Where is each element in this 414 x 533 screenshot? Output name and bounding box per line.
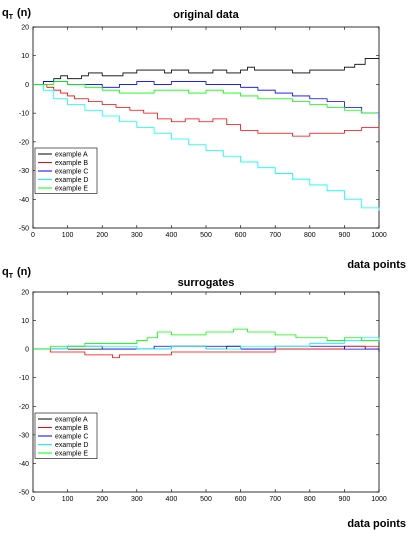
x-tick-label: 1000 <box>371 232 387 239</box>
chart-original: original data qT (n) data points 20100-10… <box>2 7 406 271</box>
x-tick-label: 1000 <box>371 496 387 503</box>
y-tick-label: -20 <box>19 404 29 411</box>
y-axis-label-surrogates: qT (n) <box>2 266 31 280</box>
x-tick-label: 900 <box>339 496 351 503</box>
x-axis-label-surrogates: data points <box>347 518 406 530</box>
x-tick-label: 300 <box>131 496 143 503</box>
legend-entry: example B <box>55 160 88 167</box>
legend-entry: example B <box>55 425 88 432</box>
x-tick-label: 100 <box>62 232 74 239</box>
y-tick-label: 10 <box>21 318 29 325</box>
series-line-example-d <box>33 337 380 350</box>
x-tick-label: 400 <box>166 496 178 503</box>
y-tick-label: 20 <box>21 290 29 297</box>
x-tick-label: 900 <box>339 232 351 239</box>
chart-title-surrogates: surrogates <box>178 277 235 289</box>
x-tick-label: 700 <box>269 496 281 503</box>
y-tick-label: -40 <box>19 197 29 204</box>
x-tick-label: 800 <box>304 496 316 503</box>
y-tick-label: -50 <box>19 490 29 497</box>
y-tick-label: -30 <box>19 168 29 175</box>
series-line-example-e <box>33 328 379 350</box>
y-tick-label: 10 <box>21 53 29 60</box>
y-tick-label: -30 <box>19 432 29 439</box>
x-tick-label: 800 <box>304 232 316 239</box>
x-tick-label: 700 <box>269 232 281 239</box>
y-axis-label-original: qT (n) <box>2 7 31 21</box>
x-tick-label: 500 <box>200 496 212 503</box>
legend-entry: example D <box>55 177 88 184</box>
legend-entry: example C <box>55 434 88 441</box>
legend-entry: example D <box>55 442 88 449</box>
series-line-example-b <box>33 84 380 137</box>
x-tick-label: 600 <box>235 496 247 503</box>
x-axis-label-original: data points <box>347 259 406 271</box>
legend-entry: example A <box>55 152 88 159</box>
series-line-example-c <box>33 81 380 119</box>
y-tick-label: -40 <box>19 461 29 468</box>
series-line-example-b <box>33 345 379 359</box>
y-tick-label: -50 <box>19 226 29 233</box>
legend-entry: example E <box>55 451 88 458</box>
legend-entry: example C <box>55 169 88 176</box>
y-tick-label: -20 <box>19 139 29 146</box>
x-tick-label: 300 <box>131 232 143 239</box>
legend-entry: example A <box>55 417 88 424</box>
chart-surrogates: surrogates qT (n) data points 20100-10-20… <box>2 266 406 530</box>
y-tick-label: -10 <box>19 375 29 382</box>
legend-entry: example E <box>55 186 88 193</box>
x-tick-label: 200 <box>96 232 108 239</box>
series-line-example-a <box>33 58 379 85</box>
plot-frame <box>32 291 380 493</box>
chart-title-original: original data <box>173 9 239 21</box>
x-tick-label: 0 <box>31 232 35 239</box>
plot-frame <box>32 26 380 229</box>
x-tick-label: 100 <box>62 496 74 503</box>
x-tick-label: 0 <box>31 496 35 503</box>
y-tick-label: -10 <box>19 111 29 118</box>
x-tick-label: 500 <box>200 232 212 239</box>
x-tick-label: 200 <box>96 496 108 503</box>
x-tick-label: 400 <box>166 232 178 239</box>
y-tick-label: 0 <box>25 82 29 89</box>
x-tick-label: 600 <box>235 232 247 239</box>
y-tick-label: 20 <box>21 25 29 32</box>
series-line-example-d <box>33 84 380 211</box>
y-tick-label: 0 <box>25 347 29 354</box>
series-line-example-e <box>33 81 379 114</box>
